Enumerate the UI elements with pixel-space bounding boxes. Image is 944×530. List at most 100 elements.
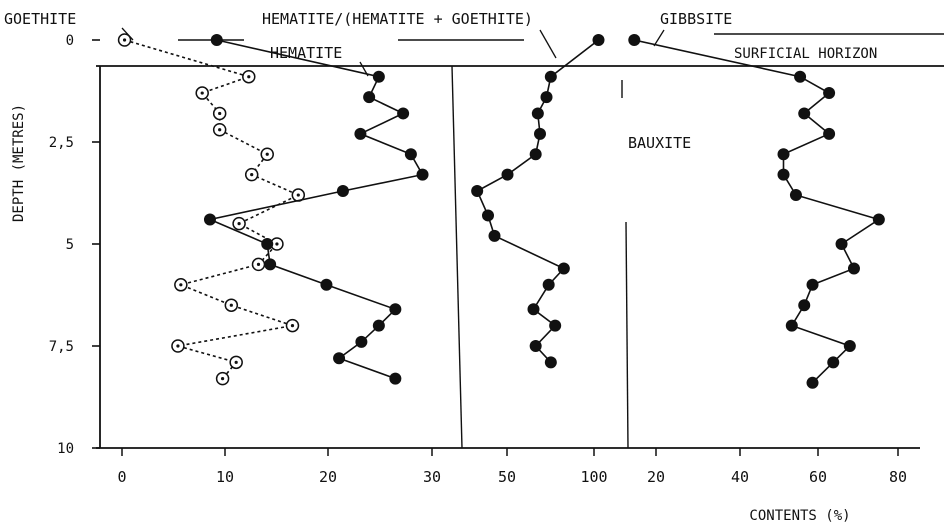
surficial-horizon-label: SURFICIAL HORIZON <box>734 46 877 62</box>
gibbsite-point <box>798 299 811 312</box>
hematite-point <box>389 372 402 385</box>
series-label: HEMATITE/(HEMATITE + GOETHITE) <box>262 10 533 28</box>
y-tick-label: 0 <box>66 33 74 49</box>
gibbsite-point <box>789 189 802 202</box>
panel-divider-right-lower <box>625 221 629 449</box>
goethite-point-center <box>218 128 222 132</box>
hematite-hematite-goethite-point <box>540 91 553 104</box>
y-axis-title: DEPTH (METRES) <box>11 104 27 222</box>
x-tick-label: 40 <box>731 468 749 486</box>
x-tick-label: 30 <box>423 468 441 486</box>
gibbsite-point <box>628 34 641 46</box>
hematite-point <box>397 107 410 120</box>
goethite-point-center <box>220 377 225 381</box>
hematite-hematite-goethite-point <box>529 340 542 352</box>
hematite-hematite-goethite-point <box>542 278 555 291</box>
hematite-hematite-goethite-point <box>529 148 542 161</box>
hematite-point <box>355 335 368 348</box>
x-tick-label: 20 <box>647 468 665 486</box>
goethite-point-center <box>275 242 279 246</box>
gibbsite-point <box>806 278 819 291</box>
goethite-point-center <box>179 283 183 287</box>
goethite-point-center <box>250 173 254 177</box>
bauxite-label: BAUXITE <box>628 134 691 152</box>
hematite-hematite-goethite-point <box>488 229 501 242</box>
goethite-point-center <box>218 111 222 116</box>
x-tick-label: 10 <box>216 468 234 486</box>
goethite-line <box>124 39 301 380</box>
x-tick-label: 0 <box>117 468 126 486</box>
gibbsite-point <box>777 148 790 161</box>
gibbsite-line <box>634 39 881 384</box>
series-label-pointer <box>359 61 369 77</box>
hematite-hematite-goethite-point <box>544 70 557 83</box>
x-tick-label: 100 <box>580 468 607 486</box>
y-tick-label: 7,5 <box>49 339 74 355</box>
series-label-pointer <box>121 27 134 41</box>
series-label: HEMATITE <box>270 44 342 62</box>
gibbsite-point <box>843 340 856 352</box>
hematite-point <box>210 34 223 46</box>
x-tick-label: 60 <box>809 468 827 486</box>
hematite-hematite-goethite-point <box>557 262 570 275</box>
gibbsite-point <box>835 238 848 250</box>
goethite-point-center <box>265 152 269 156</box>
gibbsite-point <box>823 127 836 140</box>
hematite-hematite-goethite-point <box>534 127 546 140</box>
x-tick-label: 80 <box>889 468 907 486</box>
hematite-line <box>207 39 424 380</box>
goethite-point-center <box>237 222 241 226</box>
hematite-hematite-goethite-line <box>476 39 599 363</box>
hematite-hematite-goethite-point <box>531 107 544 120</box>
x-tick-label: 50 <box>498 468 516 486</box>
panel-divider-left <box>451 65 463 449</box>
hematite-point <box>372 319 385 332</box>
gibbsite-point <box>798 107 811 120</box>
y-tick-label: 2,5 <box>49 135 74 151</box>
hematite-point <box>264 258 277 271</box>
y-tick-label: 5 <box>66 237 74 253</box>
x-tick-label: 20 <box>319 468 337 486</box>
hematite-point <box>203 213 216 226</box>
hematite-hematite-goethite-point <box>501 168 514 181</box>
series-label-pointer <box>539 29 557 59</box>
hematite-hematite-goethite-point <box>592 34 605 46</box>
gibbsite-point <box>823 87 836 100</box>
goethite-point-center <box>229 303 233 307</box>
hematite-point <box>320 278 333 291</box>
hematite-point <box>416 168 429 181</box>
gibbsite-point <box>847 262 860 275</box>
series-label: GIBBSITE <box>660 10 732 28</box>
hematite-point <box>333 352 346 365</box>
goethite-point-center <box>296 193 300 197</box>
hematite-point <box>363 91 376 104</box>
hematite-point <box>354 127 367 140</box>
gibbsite-point <box>794 70 807 83</box>
hematite-point <box>389 303 402 316</box>
hematite-hematite-goethite-point <box>471 184 484 197</box>
gibbsite-point <box>827 356 840 369</box>
hematite-hematite-goethite-point <box>549 319 562 332</box>
goethite-point-center <box>122 38 127 42</box>
hematite-hematite-goethite-point <box>544 356 557 369</box>
goethite-point-center <box>290 324 295 328</box>
goethite-point-center <box>256 262 261 266</box>
hematite-hematite-goethite-point <box>527 303 540 316</box>
hematite-point <box>404 148 417 161</box>
gibbsite-point <box>872 213 885 226</box>
hematite-point <box>336 184 349 197</box>
series-label-pointer <box>653 29 665 47</box>
y-tick-label: 10 <box>57 441 74 457</box>
gibbsite-point <box>806 376 819 389</box>
hematite-hematite-goethite-point <box>482 209 494 222</box>
goethite-point-center <box>176 344 180 348</box>
goethite-point-center <box>200 91 204 95</box>
x-axis-title: CONTENTS (%) <box>749 508 850 524</box>
gibbsite-point <box>785 319 798 332</box>
series-label: GOETHITE <box>4 10 76 28</box>
goethite-point-center <box>247 75 251 79</box>
hematite-point <box>261 238 274 250</box>
gibbsite-point <box>777 168 790 181</box>
